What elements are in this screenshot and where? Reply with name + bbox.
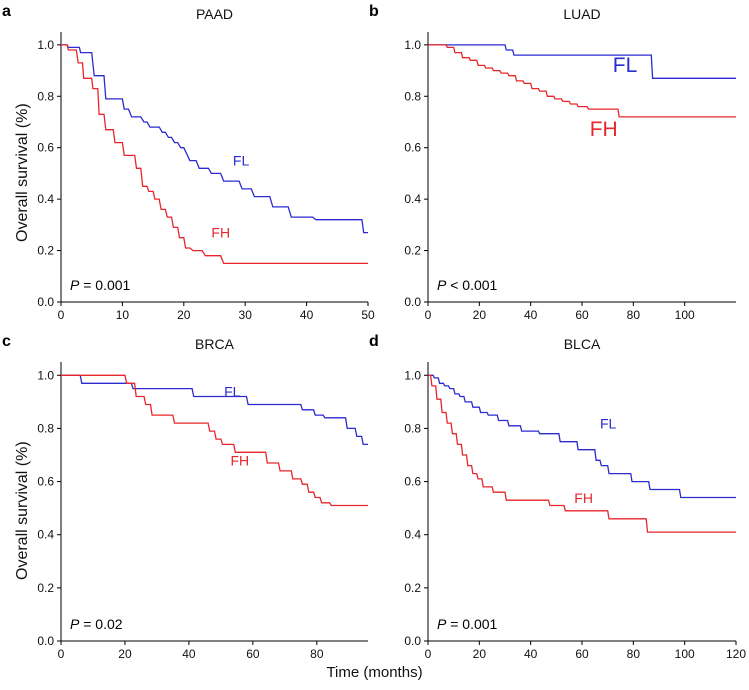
panel-d-fl-curve [428, 374, 736, 499]
panel-a-title: PAAD [196, 6, 233, 22]
panel-d-y-tick-label: 0.4 [404, 528, 421, 542]
panel-d-x-tick-label: 120 [726, 647, 746, 661]
panel-b-y-tick-label: 0.6 [404, 141, 421, 155]
panel-d-x-tick-label: 80 [627, 647, 641, 661]
panel-d-fl-label: FL [600, 415, 617, 431]
panel-a-x-tick-label: 30 [239, 308, 253, 322]
panel-b-x-tick-label: 0 [425, 308, 432, 322]
x-axis-title: Time (months) [326, 664, 423, 681]
panel-c-p-text: = 0.02 [79, 616, 122, 632]
panel-a-fh-label: FH [211, 225, 230, 241]
panel-b-fh-label: FH [590, 118, 618, 141]
panel-d-title: BLCA [564, 336, 601, 352]
panel-c-x-tick-label: 0 [58, 647, 65, 661]
panel-c-x-tick-label: 80 [310, 647, 324, 661]
panel-d-x-tick-label: 60 [575, 647, 589, 661]
panel-a-y-tick-label: 0.4 [37, 192, 54, 206]
panel-a-x-tick-label: 0 [58, 308, 65, 322]
panel-a-y-tick-label: 0.0 [37, 295, 54, 309]
panel-c-fl-curve [61, 374, 368, 446]
panel-a-x-tick-label: 20 [177, 308, 191, 322]
panel-b-fh-curve [428, 44, 736, 118]
panel-a-fh-curve [61, 44, 368, 265]
panel-b-y-tick-label: 1.0 [404, 38, 421, 52]
panel-c-title: BRCA [195, 336, 235, 352]
panel-b-y-tick-label: 0.8 [404, 89, 421, 103]
panel-c-fh-label: FH [230, 453, 249, 469]
y-axis-title-top: Overall survival (%) [14, 103, 31, 242]
panel-c-fl-label: FL [224, 384, 241, 400]
panel-c-y-tick-label: 0.6 [37, 475, 54, 489]
panel-d-x-tick-label: 40 [524, 647, 538, 661]
panel-d-y-tick-label: 0.6 [404, 475, 421, 489]
panel-b-letter: b [369, 3, 379, 20]
panel-a-p-text: = 0.001 [79, 277, 130, 293]
panel-b-x-tick-label: 100 [675, 308, 695, 322]
panel-c-y-tick-label: 1.0 [37, 368, 54, 382]
panel-a-letter: a [2, 3, 11, 20]
panel-d-p-text: = 0.001 [446, 616, 497, 632]
panel-b-p-value: P < 0.001 [437, 277, 498, 293]
panel-c-p-value: P = 0.02 [70, 616, 123, 632]
panel-d-x-tick-label: 0 [425, 647, 432, 661]
panel-a-y-tick-label: 0.2 [37, 244, 54, 258]
panel-b-y-tick-label: 0.0 [404, 295, 421, 309]
panel-a-p-symbol: P [70, 277, 80, 293]
panel-b-title: LUAD [563, 6, 600, 22]
panel-b-p-symbol: P [437, 277, 447, 293]
panel-b-p-text: < 0.001 [446, 277, 497, 293]
panel-a-fl-curve [61, 44, 368, 234]
panel-d-letter: d [369, 333, 379, 350]
panel-b-fl-label: FL [613, 54, 638, 77]
panel-c-x-tick-label: 40 [182, 647, 196, 661]
panel-a-y-tick-label: 1.0 [37, 38, 54, 52]
panel-d-y-tick-label: 0.0 [404, 634, 421, 648]
panel-c-y-tick-label: 0.4 [37, 528, 54, 542]
panel-b-x-tick-label: 80 [627, 308, 641, 322]
panel-b-y-tick-label: 0.2 [404, 244, 421, 258]
panel-d-fh-label: FH [574, 490, 593, 506]
panel-c-letter: c [2, 333, 11, 350]
panel-a-fl-label: FL [233, 153, 250, 169]
panel-b-x-tick-label: 20 [473, 308, 487, 322]
panel-a-x-tick-label: 10 [116, 308, 130, 322]
panel-c-y-tick-label: 0.2 [37, 581, 54, 595]
panel-d-y-tick-label: 0.8 [404, 421, 421, 435]
panel-a-p-value: P = 0.001 [70, 277, 131, 293]
panel-d-p-value: P = 0.001 [437, 616, 498, 632]
panel-c-y-tick-label: 0.8 [37, 421, 54, 435]
panel-b-y-tick-label: 0.4 [404, 192, 421, 206]
panel-a-y-tick-label: 0.8 [37, 89, 54, 103]
panel-d-x-tick-label: 20 [473, 647, 487, 661]
y-axis-title-bottom: Overall survival (%) [14, 441, 31, 580]
panel-b-x-tick-label: 40 [524, 308, 538, 322]
panel-a-x-tick-label: 50 [361, 308, 375, 322]
panel-a-y-tick-label: 0.6 [37, 141, 54, 155]
panel-d-y-tick-label: 1.0 [404, 368, 421, 382]
panel-d-x-tick-label: 100 [675, 647, 695, 661]
panel-a-x-tick-label: 40 [300, 308, 314, 322]
panel-c-fh-curve [61, 374, 368, 507]
panel-b-fl-curve [428, 44, 736, 79]
panel-d-p-symbol: P [437, 616, 447, 632]
panel-c-x-tick-label: 20 [118, 647, 132, 661]
panel-b-x-tick-label: 60 [575, 308, 589, 322]
panel-c-x-tick-label: 60 [246, 647, 260, 661]
panel-d-y-tick-label: 0.2 [404, 581, 421, 595]
panel-d-fh-curve [428, 374, 736, 533]
panel-c-p-symbol: P [70, 616, 80, 632]
panel-c-y-tick-label: 0.0 [37, 634, 54, 648]
